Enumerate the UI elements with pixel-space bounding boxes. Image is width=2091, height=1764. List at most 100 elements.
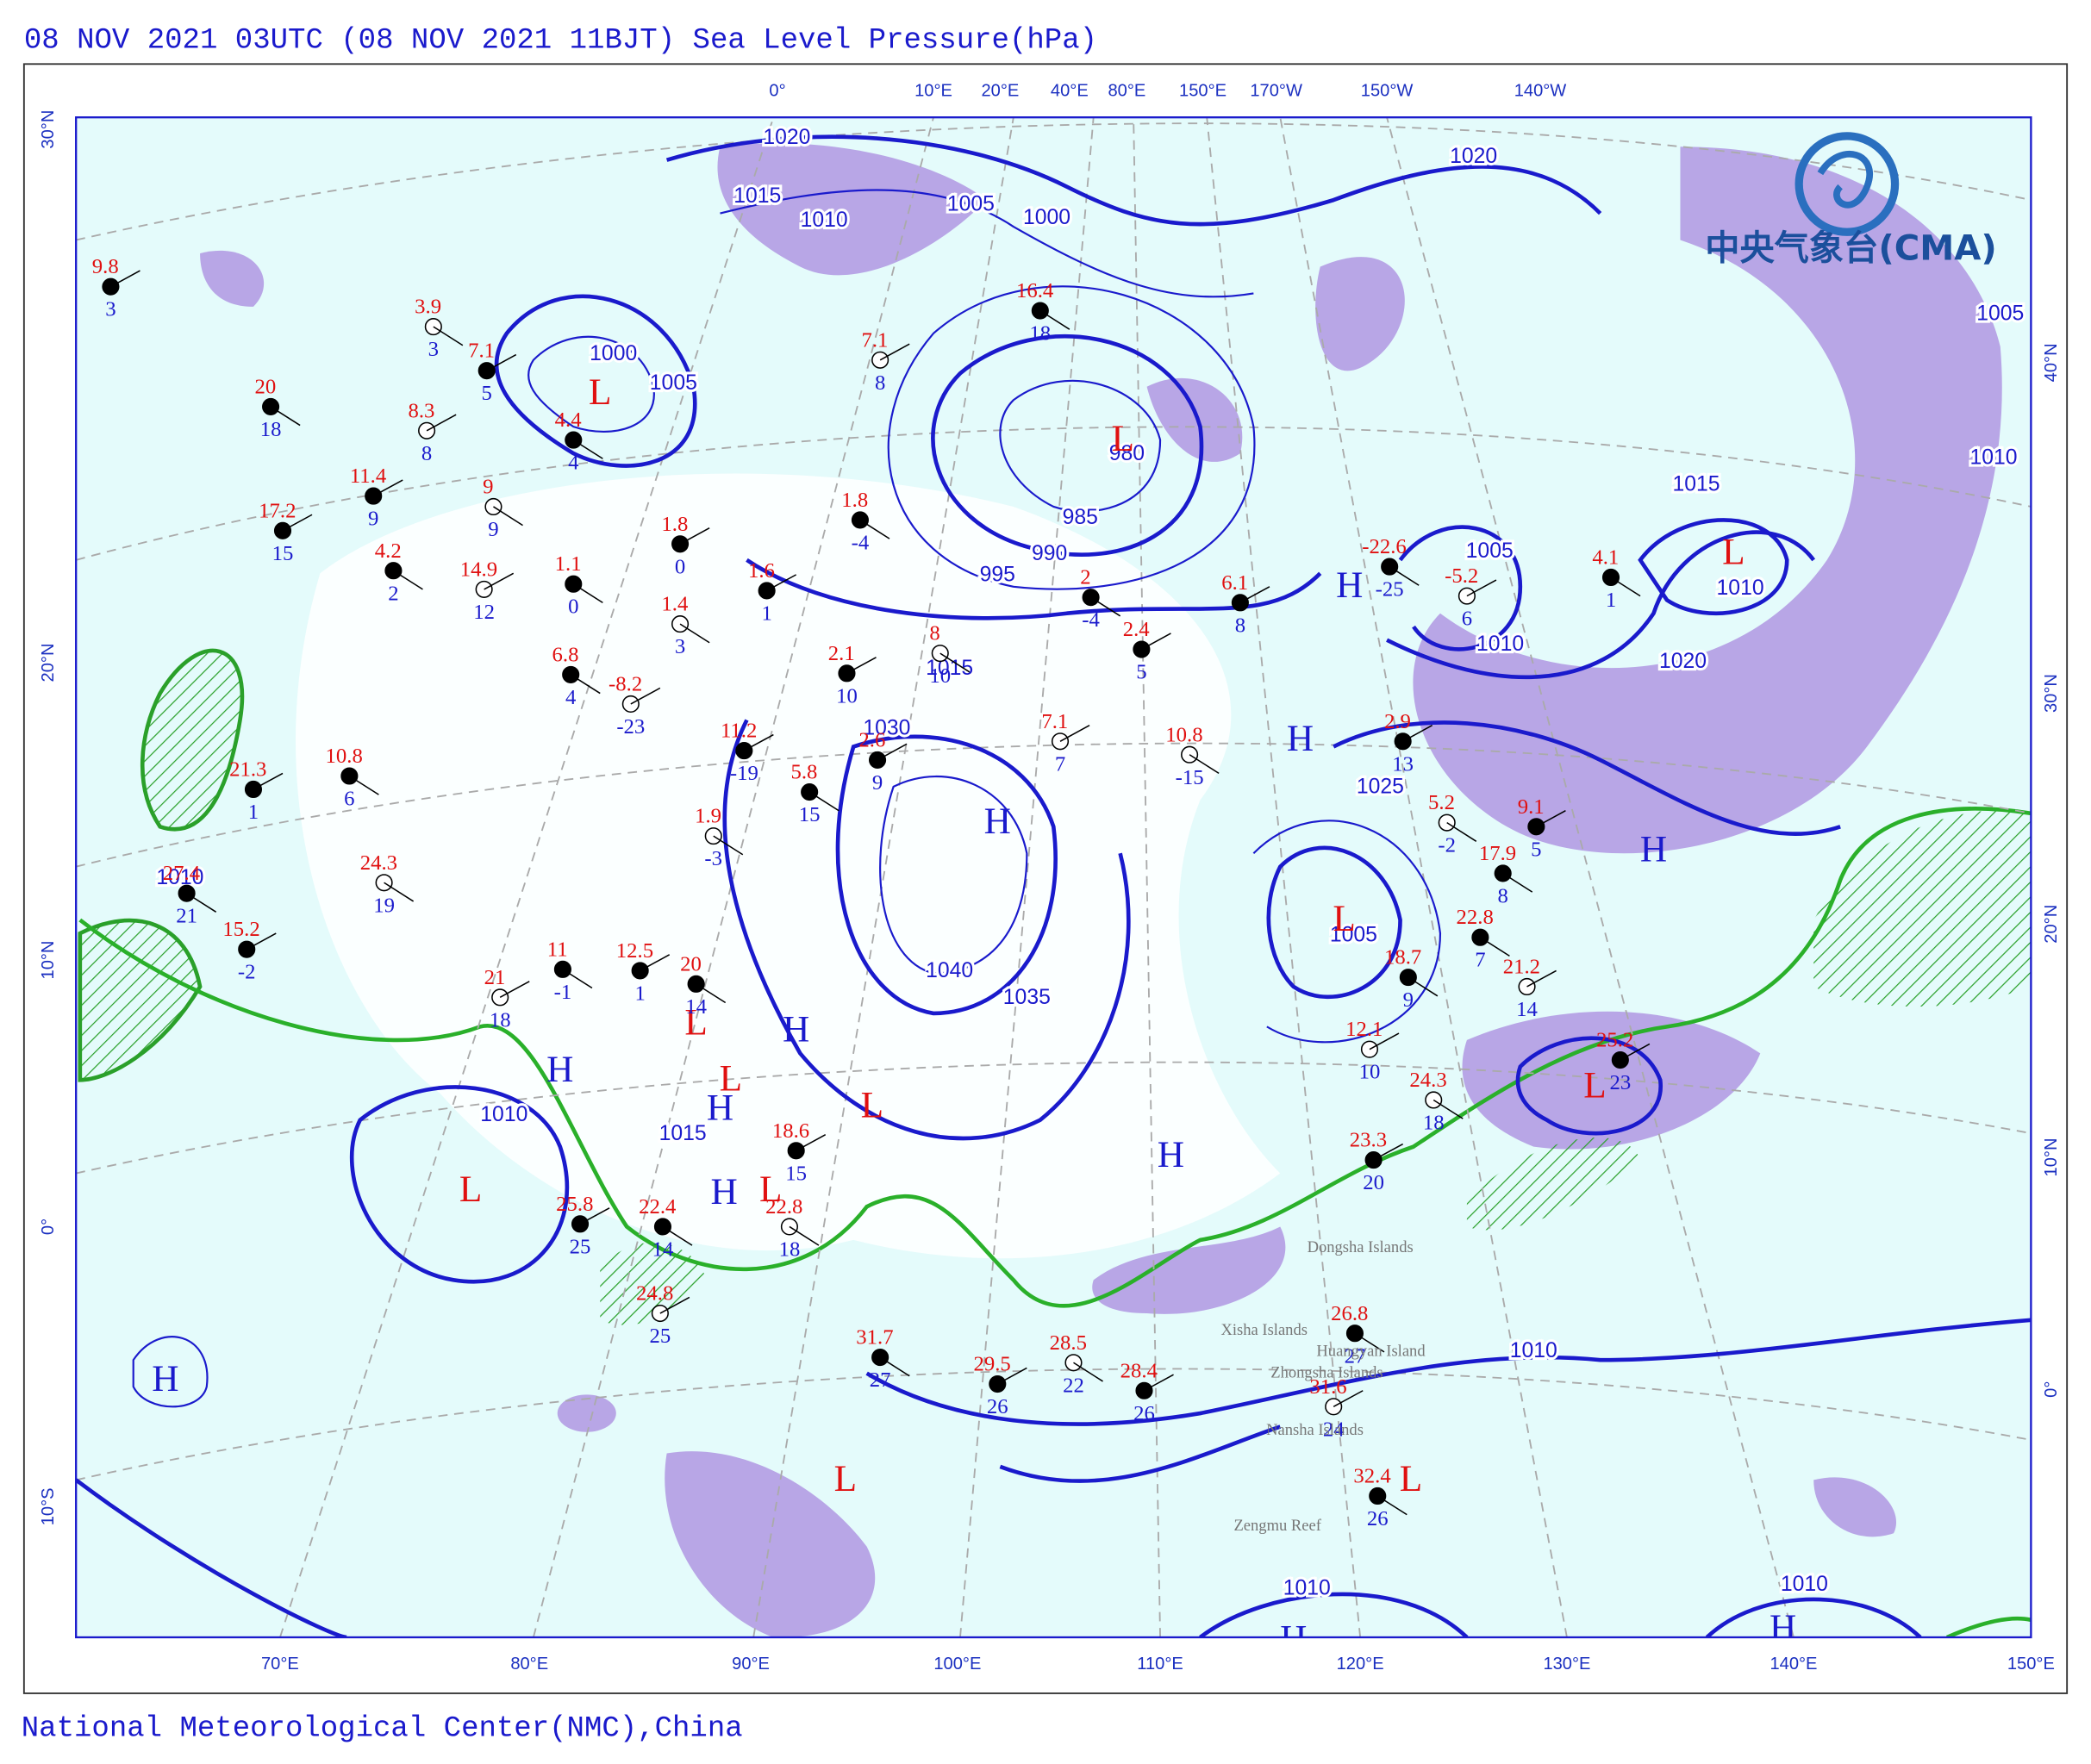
temperature: 21 <box>484 966 506 989</box>
wind-barb <box>1389 565 1420 586</box>
pressure-center: L <box>1722 531 1745 572</box>
dewpoint: -15 <box>1176 766 1204 789</box>
dewpoint: 3 <box>675 635 685 658</box>
wind-barb <box>743 733 774 751</box>
wind-barb <box>1141 633 1171 651</box>
wind-barb <box>499 981 530 999</box>
wind-barb <box>859 519 890 539</box>
temperature: 21.2 <box>1503 955 1540 978</box>
temperature: 8.3 <box>408 399 434 422</box>
wind-barb <box>1369 1032 1400 1050</box>
isobar-label: 1010 <box>1970 446 2018 469</box>
wind-barb <box>348 775 379 795</box>
dewpoint: 9 <box>1403 988 1414 1012</box>
dewpoint: 0 <box>675 555 685 578</box>
isobar-label: 1010 <box>801 209 848 232</box>
wind-barb <box>579 1207 610 1225</box>
temperature: 2 <box>1080 566 1090 589</box>
dewpoint: -23 <box>616 715 645 739</box>
lat-label: 20°N <box>39 644 58 683</box>
pressure-center: H <box>1336 564 1363 606</box>
station-marker <box>1082 589 1100 607</box>
land <box>296 473 1281 1259</box>
place-name: Xisha Islands <box>1221 1321 1308 1339</box>
dewpoint: -1 <box>554 981 572 1004</box>
pressure-center: H <box>1640 829 1667 870</box>
lon-label: 80°E <box>1108 81 1145 100</box>
isobar-label: 1035 <box>1003 986 1051 1009</box>
pressure-center: L <box>459 1169 482 1210</box>
dewpoint: 8 <box>421 442 432 465</box>
dewpoint: 14 <box>652 1237 674 1261</box>
pressure-center: H <box>1770 1607 1796 1649</box>
dewpoint: 26 <box>987 1395 1008 1418</box>
dewpoint: 18 <box>260 418 282 441</box>
dewpoint: 15 <box>785 1162 807 1185</box>
isobar-label: 1020 <box>1659 650 1707 673</box>
wind-barb <box>493 506 523 527</box>
wind-barb <box>1354 1332 1385 1353</box>
wind-barb <box>939 652 971 673</box>
lon-label: 140°W <box>1514 81 1567 100</box>
lon-label: 120°E <box>1337 1655 1384 1674</box>
footer-credit: National Meteorological Center(NMC),Chin… <box>22 1712 743 1745</box>
isobar-label: 1040 <box>926 959 973 982</box>
station-marker <box>565 431 583 449</box>
station-marker <box>565 575 583 593</box>
dewpoint: 4 <box>565 686 576 709</box>
lon-label: 130°E <box>1543 1655 1590 1674</box>
temperature: 29.5 <box>973 1353 1010 1376</box>
dewpoint: 26 <box>1367 1507 1389 1530</box>
wind-barb <box>1446 821 1477 842</box>
temperature: 32.4 <box>1353 1465 1390 1488</box>
isobar-label: 1015 <box>659 1122 707 1145</box>
wind-barb <box>640 954 671 972</box>
station-marker <box>273 521 292 539</box>
isobar-label: 1005 <box>1466 539 1514 563</box>
temperature: 23.3 <box>1350 1129 1387 1152</box>
isobar-label: 1015 <box>733 184 781 208</box>
pressure-center: L <box>759 1169 782 1210</box>
pressure-center: L <box>834 1458 857 1499</box>
map-title: 08 NOV 2021 03UTC (08 NOV 2021 11BJT) Se… <box>24 25 1097 58</box>
temperature: 10.8 <box>1165 723 1202 746</box>
dewpoint: 18 <box>779 1237 801 1261</box>
wind-barb <box>1333 1390 1364 1407</box>
temperature: 2.4 <box>1123 618 1150 641</box>
dewpoint: 20 <box>1363 1171 1384 1194</box>
station-marker <box>553 960 571 978</box>
wind-barb <box>1526 969 1557 988</box>
isobar-label: 1005 <box>947 192 995 215</box>
temperature: 16.4 <box>1016 279 1053 302</box>
isobar-label: 1020 <box>763 126 810 149</box>
lat-label: 10°N <box>39 941 58 980</box>
station-marker <box>1399 969 1417 987</box>
temperature: 20 <box>255 375 277 398</box>
outer-frame <box>22 63 2069 1694</box>
station-marker <box>1471 928 1489 946</box>
temperature: 21.3 <box>229 757 266 781</box>
temperature: 1.1 <box>555 552 582 576</box>
temperature: 1.6 <box>748 559 775 583</box>
pressure-center: L <box>684 1002 707 1044</box>
dewpoint: 14 <box>685 995 707 1019</box>
lat-label: 30°N <box>39 110 58 149</box>
temperature: 24.8 <box>636 1282 673 1306</box>
wind-barb <box>1059 725 1090 742</box>
place-name: Zhongsha Islands <box>1270 1363 1383 1381</box>
place-names: Xisha Islands Huangyan Island Zhongsha Isl… <box>1221 1238 1426 1535</box>
temperature: 28.4 <box>1120 1359 1158 1382</box>
dewpoint: 0 <box>568 595 578 619</box>
temperature: -8.2 <box>609 672 642 695</box>
dewpoint: 23 <box>1609 1071 1631 1094</box>
wind-barb <box>572 439 603 459</box>
pressure-center: H <box>1280 1618 1307 1659</box>
lon-label: 70°E <box>261 1655 299 1674</box>
station-marker <box>571 1215 590 1233</box>
place-name: Nansha Islands <box>1266 1421 1364 1439</box>
